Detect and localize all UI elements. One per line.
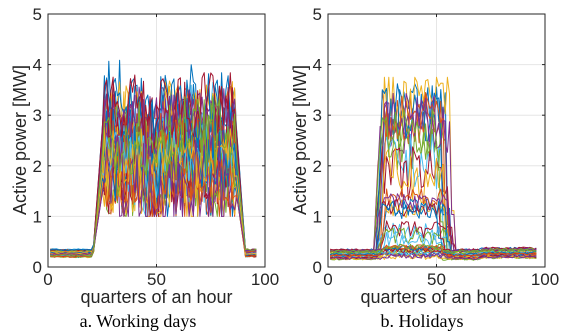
series-line-33 bbox=[330, 247, 537, 253]
series-line-39 bbox=[330, 253, 537, 261]
y-tick-label: 2 bbox=[313, 157, 322, 176]
x-axis-label: quarters of an hour bbox=[360, 287, 512, 307]
y-tick-label: 3 bbox=[313, 106, 322, 125]
chart-panel-2: 0 50 100 0 1 2 3 4 5 quarters of an hour Active po… bbox=[290, 5, 559, 331]
series-line-18 bbox=[330, 193, 537, 252]
y-tick-label: 1 bbox=[33, 207, 42, 226]
y-tick-label: 1 bbox=[313, 207, 322, 226]
series-line-40 bbox=[50, 95, 257, 257]
panel-caption: b. Holidays bbox=[381, 311, 464, 331]
x-tick-label: 0 bbox=[323, 270, 332, 289]
x-axis-label: quarters of an hour bbox=[80, 287, 232, 307]
y-tick-label: 5 bbox=[313, 5, 322, 24]
y-tick-label: 4 bbox=[313, 56, 322, 75]
panel-caption: a. Working days bbox=[80, 311, 197, 331]
series-line-34 bbox=[330, 249, 537, 256]
series-line-14 bbox=[330, 220, 537, 252]
y-tick-label: 5 bbox=[33, 5, 42, 24]
x-tick-label: 50 bbox=[427, 270, 446, 289]
x-tick-label: 100 bbox=[251, 270, 279, 289]
x-tick-label: 0 bbox=[43, 270, 52, 289]
series-group bbox=[49, 59, 257, 259]
y-tick-label: 0 bbox=[313, 258, 322, 277]
series-line-40 bbox=[330, 243, 537, 255]
chart-panel-1: 0 50 100 0 1 2 3 4 5 quarters of an hour Active po… bbox=[10, 5, 279, 331]
series-line-39 bbox=[50, 134, 257, 255]
y-tick-label: 0 bbox=[33, 258, 42, 277]
y-tick-label: 2 bbox=[33, 157, 42, 176]
y-tick-label: 4 bbox=[33, 56, 42, 75]
series-group bbox=[329, 76, 537, 261]
y-axis-label: Active power [MW] bbox=[290, 65, 310, 215]
series-line-37 bbox=[50, 154, 257, 258]
x-tick-label: 50 bbox=[147, 270, 166, 289]
x-tick-label: 100 bbox=[531, 270, 559, 289]
y-axis-label: Active power [MW] bbox=[10, 65, 30, 215]
series-line-38 bbox=[50, 126, 257, 255]
y-tick-label: 3 bbox=[33, 106, 42, 125]
